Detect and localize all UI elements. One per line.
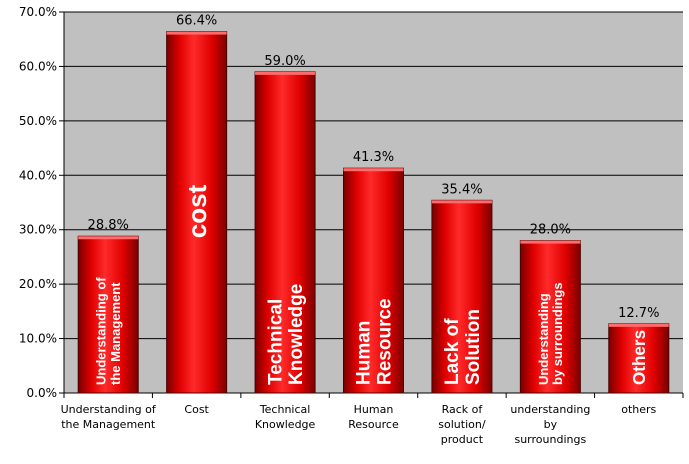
in-bar-text-line: Lack of xyxy=(442,318,463,385)
category-label: Understanding of the Management xyxy=(61,403,157,431)
category-label: Cost xyxy=(184,403,209,416)
bar-top xyxy=(255,71,316,75)
in-bar-label: Understandingby surroundings xyxy=(536,282,565,385)
bar-top xyxy=(343,168,404,172)
value-label: 28.0% xyxy=(530,223,571,238)
bar xyxy=(431,199,493,394)
value-label: 35.4% xyxy=(441,182,482,197)
category-label-line: Technical xyxy=(259,403,311,416)
category-label: Human Resource xyxy=(348,403,399,431)
category-label-line: others xyxy=(621,403,656,416)
in-bar-text: Others xyxy=(630,330,649,385)
bar xyxy=(77,235,139,394)
category-label-line: Knowledge xyxy=(255,418,316,431)
category-label: others xyxy=(621,403,656,416)
category-label-line: Understanding of xyxy=(61,403,157,416)
value-label: 28.8% xyxy=(88,218,129,233)
in-bar-label: Others xyxy=(630,330,649,385)
in-bar-text: Understandingby surroundings xyxy=(536,282,565,385)
in-bar-text-line: cost xyxy=(182,184,212,238)
in-bar-text: TechnicalKnowledge xyxy=(265,284,307,385)
category-label: Rack of solution/product xyxy=(438,403,486,446)
bar-top xyxy=(520,240,581,244)
value-label: 66.4% xyxy=(176,14,217,29)
in-bar-text: HumanResource xyxy=(354,298,396,385)
in-bar-label: cost xyxy=(182,184,212,238)
category-label: Technical Knowledge xyxy=(255,403,316,431)
in-bar-text-line: Resource xyxy=(375,298,396,385)
in-bar-text-line: the Management xyxy=(108,282,123,385)
bar xyxy=(166,31,228,394)
category-label-line: solution/ xyxy=(438,418,486,431)
bar-top xyxy=(78,236,139,240)
y-tick-label: 0.0% xyxy=(27,386,58,400)
y-tick-label: 70.0% xyxy=(19,5,57,19)
category-label-line: understanding xyxy=(510,403,590,416)
y-tick-label: 30.0% xyxy=(19,223,57,237)
in-bar-text-line: Solution xyxy=(463,309,484,385)
in-bar-label: TechnicalKnowledge xyxy=(265,284,307,385)
in-bar-text-line: Technical xyxy=(265,299,286,385)
in-bar-label: Understanding ofthe Management xyxy=(94,277,123,385)
in-bar-text-line: Knowledge xyxy=(286,284,307,385)
in-bar-text-line: Understanding of xyxy=(94,277,109,385)
y-tick-label: 40.0% xyxy=(19,168,57,182)
y-tick-label: 10.0% xyxy=(19,332,57,346)
value-label: 12.7% xyxy=(618,306,659,321)
category-label-line: by xyxy=(544,418,558,431)
in-bar-text-line: Others xyxy=(630,330,649,385)
bar xyxy=(519,240,581,394)
in-bar-text: cost xyxy=(182,184,212,238)
category-label-line: Rack of xyxy=(442,403,484,416)
in-bar-text: Understanding ofthe Management xyxy=(94,277,123,385)
category-label: understanding by surroundings xyxy=(510,403,590,446)
value-label: 59.0% xyxy=(264,54,305,69)
y-tick-label: 20.0% xyxy=(19,277,57,291)
in-bar-label: HumanResource xyxy=(354,298,396,385)
in-bar-text-line: Human xyxy=(354,321,375,385)
value-label: 41.3% xyxy=(353,150,394,165)
category-label-line: surroundings xyxy=(514,433,586,446)
bar-top xyxy=(431,200,492,204)
bar xyxy=(608,323,670,394)
in-bar-text-line: Understanding xyxy=(536,293,551,385)
category-label-line: the Management xyxy=(61,418,156,431)
in-bar-label: Lack ofSolution xyxy=(442,309,484,385)
bar-top xyxy=(608,323,669,327)
y-tick-label: 60.0% xyxy=(19,59,57,73)
category-label-line: product xyxy=(441,433,484,446)
in-bar-text: Lack ofSolution xyxy=(442,309,484,385)
category-label-line: Resource xyxy=(348,418,399,431)
in-bar-text-line: by surroundings xyxy=(550,282,565,385)
category-label-line: Human xyxy=(354,403,394,416)
y-tick-label: 50.0% xyxy=(19,114,57,128)
bar xyxy=(254,71,316,394)
bar-top xyxy=(166,31,227,35)
category-label-line: Cost xyxy=(184,403,209,416)
